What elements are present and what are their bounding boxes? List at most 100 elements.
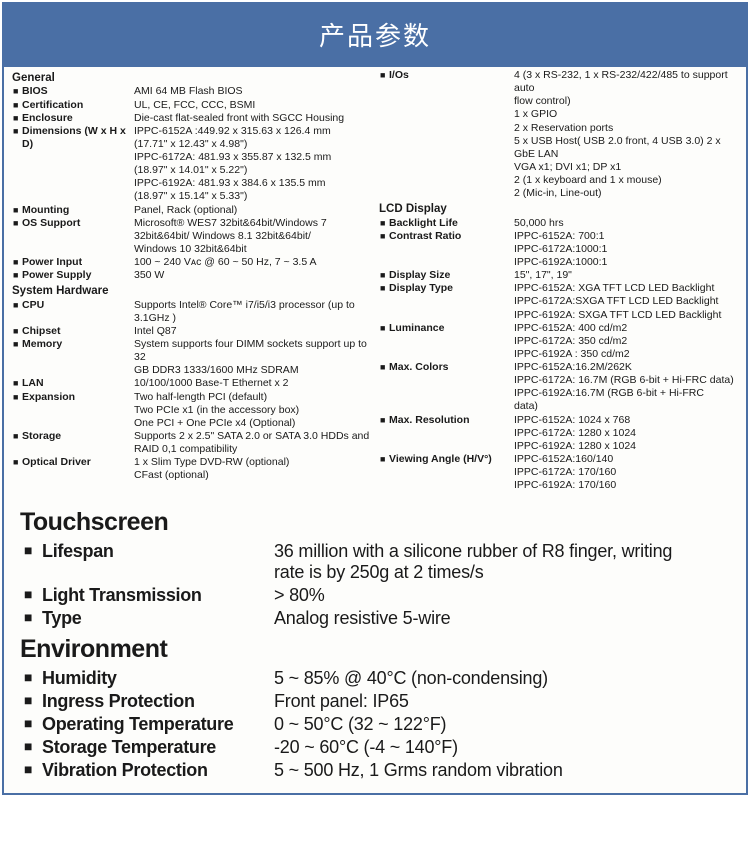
value-optemp: 0 ~ 50°C (32 ~ 122°F) [274, 714, 734, 735]
label-lan: LAN [22, 377, 134, 390]
value-optical: 1 x Slim Type DVD-RW (optional) CFast (o… [134, 456, 371, 482]
sto-line: Supports 2 x 2.5" SATA 2.0 or SATA 3.0 H… [134, 430, 371, 443]
bullet-icon: ■ [12, 430, 22, 443]
bullet-icon: ■ [20, 760, 42, 780]
sto-line: RAID 0,1 compatibility [134, 443, 371, 456]
row-pinput: ■ Power Input 100 ~ 240 Vᴀᴄ @ 60 ~ 50 Hz… [12, 256, 371, 269]
dt-line: IPPC-6152A: XGA TFT LCD LED Backlight [514, 282, 738, 295]
res-line: IPPC-6172A: 1280 x 1024 [514, 427, 738, 440]
bullet-icon: ■ [12, 377, 22, 390]
dim-line: IPPC-6192A: 481.93 x 384.6 x 135.5 mm [134, 177, 371, 190]
row-mounting: ■ Mounting Panel, Rack (optional) [12, 204, 371, 217]
value-dispsize: 15", 17", 19" [514, 269, 738, 282]
value-mounting: Panel, Rack (optional) [134, 204, 371, 217]
ct-line: IPPC-6172A:1000:1 [514, 243, 738, 256]
row-resolution: ■ Max. Resolution IPPC-6152A: 1024 x 768… [379, 414, 738, 453]
value-ingress: Front panel: IP65 [274, 691, 734, 712]
right-column: ■ I/Os 4 (3 x RS-232, 1 x RS-232/422/485… [375, 69, 738, 492]
value-resolution: IPPC-6152A: 1024 x 768 IPPC-6172A: 1280 … [514, 414, 738, 453]
row-ingress: ■ Ingress Protection Front panel: IP65 [20, 691, 734, 712]
left-column: General ■ BIOS AMI 64 MB Flash BIOS ■ Ce… [12, 69, 375, 492]
bullet-icon: ■ [12, 299, 22, 312]
io-line: 2 (Mic-in, Line-out) [514, 187, 738, 200]
value-light: > 80% [274, 585, 734, 606]
row-memory: ■ Memory System supports four DIMM socke… [12, 338, 371, 377]
bullet-icon: ■ [379, 217, 389, 230]
label-ingress: Ingress Protection [42, 691, 274, 712]
label-angle: Viewing Angle (H/V°) [389, 453, 514, 466]
label-mounting: Mounting [22, 204, 134, 217]
bullet-icon: ■ [12, 391, 22, 404]
dim-line: IPPC-6152A :449.92 x 315.63 x 126.4 mm [134, 125, 371, 138]
label-ios: I/Os [389, 69, 514, 82]
label-resolution: Max. Resolution [389, 414, 514, 427]
row-dimensions: ■ Dimensions (W x H x D) IPPC-6152A :449… [12, 125, 371, 204]
bullet-icon: ■ [20, 691, 42, 711]
dt-line: IPPC-6192A: SXGA TFT LCD LED Backlight [514, 309, 738, 322]
bullet-icon: ■ [12, 269, 22, 282]
label-memory: Memory [22, 338, 134, 351]
section-touchscreen: Touchscreen [20, 508, 734, 537]
row-enclosure: ■ Enclosure Die-cast flat-sealed front w… [12, 112, 371, 125]
label-storage: Storage [22, 430, 134, 443]
bullet-icon: ■ [12, 112, 22, 125]
bullet-icon: ■ [12, 325, 22, 338]
opt-line: 1 x Slim Type DVD-RW (optional) [134, 456, 371, 469]
row-contrast: ■ Contrast Ratio IPPC-6152A: 700:1 IPPC-… [379, 230, 738, 269]
row-cert: ■ Certification UL, CE, FCC, CCC, BSMI [12, 99, 371, 112]
io-line: VGA x1; DVI x1; DP x1 [514, 161, 738, 174]
bullet-icon: ■ [20, 737, 42, 757]
label-disptype: Display Type [389, 282, 514, 295]
bullet-icon: ■ [12, 338, 22, 351]
io-line: flow control) [514, 95, 738, 108]
io-line: 4 (3 x RS-232, 1 x RS-232/422/485 to sup… [514, 69, 738, 95]
value-expansion: Two half-length PCI (default) Two PCIe x… [134, 391, 371, 430]
row-backlight: ■ Backlight Life 50,000 hrs [379, 217, 738, 230]
row-optemp: ■ Operating Temperature 0 ~ 50°C (32 ~ 1… [20, 714, 734, 735]
ang-line: IPPC-6172A: 170/160 [514, 466, 738, 479]
label-dimensions: Dimensions (W x H x D) [22, 125, 134, 151]
bullet-icon: ■ [379, 69, 389, 82]
value-angle: IPPC-6152A:160/140 IPPC-6172A: 170/160 I… [514, 453, 738, 492]
row-dispsize: ■ Display Size 15", 17", 19" [379, 269, 738, 282]
bullet-icon: ■ [20, 668, 42, 688]
row-humidity: ■ Humidity 5 ~ 85% @ 40°C (non-condensin… [20, 668, 734, 689]
os-line: Microsoft® WES7 32bit&64bit/Windows 7 [134, 217, 371, 230]
value-cpu: Supports Intel® Core™ i7/i5/i3 processor… [134, 299, 371, 325]
value-ios: 4 (3 x RS-232, 1 x RS-232/422/485 to sup… [514, 69, 738, 200]
bullet-icon: ■ [12, 204, 22, 217]
row-cpu: ■ CPU Supports Intel® Core™ i7/i5/i3 pro… [12, 299, 371, 325]
value-dimensions: IPPC-6152A :449.92 x 315.63 x 126.4 mm (… [134, 125, 371, 204]
label-colors: Max. Colors [389, 361, 514, 374]
label-type: Type [42, 608, 274, 629]
exp-line: Two PCIe x1 (in the accessory box) [134, 404, 371, 417]
value-chipset: Intel Q87 [134, 325, 371, 338]
col-line: data) [514, 400, 738, 413]
value-sttemp: -20 ~ 60°C (-4 ~ 140°F) [274, 737, 734, 758]
ang-line: IPPC-6192A: 170/160 [514, 479, 738, 492]
bullet-icon: ■ [12, 85, 22, 98]
value-lan: 10/100/1000 Base-T Ethernet x 2 [134, 377, 371, 390]
value-vibration: 5 ~ 500 Hz, 1 Grms random vibration [274, 760, 734, 781]
row-psupply: ■ Power Supply 350 W [12, 269, 371, 282]
row-lan: ■ LAN 10/100/1000 Base-T Ethernet x 2 [12, 377, 371, 390]
label-sttemp: Storage Temperature [42, 737, 274, 758]
bullet-icon: ■ [12, 456, 22, 469]
row-bios: ■ BIOS AMI 64 MB Flash BIOS [12, 85, 371, 98]
label-cpu: CPU [22, 299, 134, 312]
label-optical: Optical Driver [22, 456, 134, 469]
row-storage: ■ Storage Supports 2 x 2.5" SATA 2.0 or … [12, 430, 371, 456]
bullet-icon: ■ [379, 322, 389, 335]
row-angle: ■ Viewing Angle (H/V°) IPPC-6152A:160/14… [379, 453, 738, 492]
row-disptype: ■ Display Type IPPC-6152A: XGA TFT LCD L… [379, 282, 738, 321]
bullet-icon: ■ [379, 361, 389, 374]
ct-line: IPPC-6192A:1000:1 [514, 256, 738, 269]
dim-line: (18.97" x 15.14" x 5.33") [134, 190, 371, 203]
col-line: IPPC-6192A:16.7M (RGB 6-bit + Hi-FRC [514, 387, 738, 400]
value-os: Microsoft® WES7 32bit&64bit/Windows 7 32… [134, 217, 371, 256]
row-chipset: ■ Chipset Intel Q87 [12, 325, 371, 338]
bullet-icon: ■ [379, 269, 389, 282]
value-luminance: IPPC-6152A: 400 cd/m2 IPPC-6172A: 350 cd… [514, 322, 738, 361]
bottom-specs: Touchscreen ■ Lifespan 36 million with a… [4, 496, 746, 793]
exp-line: One PCI + One PCIe x4 (Optional) [134, 417, 371, 430]
